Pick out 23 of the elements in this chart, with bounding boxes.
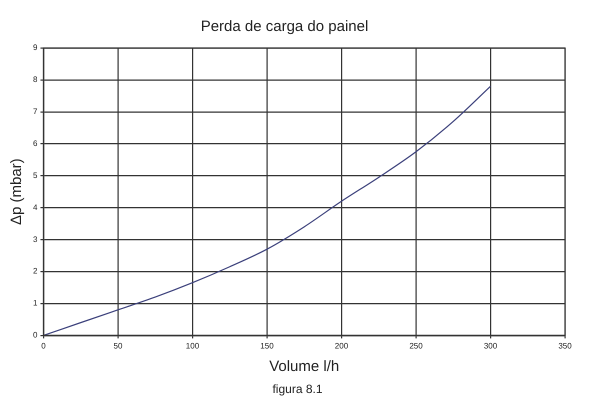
x-tick-label: 250 [409, 341, 424, 350]
y-tick-label: 7 [32, 107, 38, 116]
y-tick-label: 3 [32, 234, 38, 244]
x-tick-label: 50 [114, 341, 123, 350]
chart-title: Perda de carga do painel [200, 18, 368, 36]
x-tick-label: 0 [41, 341, 46, 350]
y-axis-title: Δp (mbar) [8, 158, 26, 226]
x-tick-label: 300 [484, 341, 498, 350]
y-tick-label: 9 [32, 43, 38, 52]
line-series [43, 86, 492, 336]
y-tick-label: 5 [32, 170, 38, 180]
y-tick-label: 4 [32, 202, 38, 212]
x-tick-label: 200 [334, 341, 349, 350]
y-tick-label: 2 [32, 266, 38, 276]
x-tick-label: 100 [186, 341, 200, 350]
x-tick-label: 350 [558, 341, 572, 350]
y-tick-label: 0 [32, 330, 38, 340]
y-tick-label: 1 [32, 298, 38, 308]
text: figura 8.1 [271, 382, 324, 396]
x-tick-label: 150 [260, 341, 274, 350]
x-axis-title: Volume l/h [269, 358, 340, 376]
y-tick-label: 8 [32, 75, 38, 84]
y-tick-label: 6 [32, 139, 38, 148]
